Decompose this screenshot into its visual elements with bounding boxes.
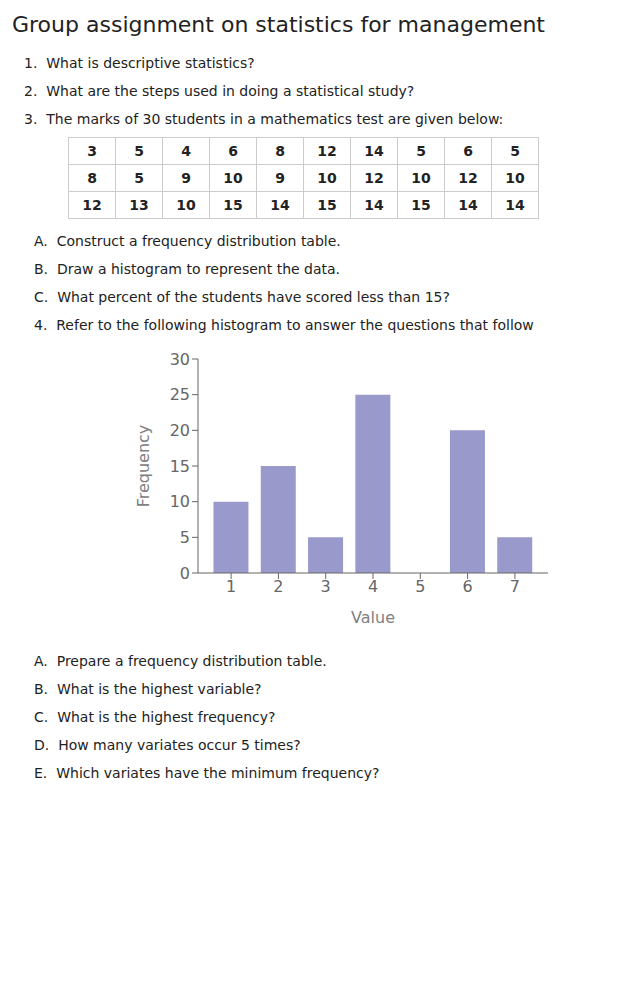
svg-text:7: 7 [510,577,520,596]
html-text:13: 13 [129,197,149,213]
html-text:15: 15 [223,197,243,213]
svg-text:10: 10 [170,492,190,511]
html-text:5: 5 [134,170,144,186]
html-text:4: 4 [181,143,191,159]
html-text:10: 10 [176,197,196,213]
html-text:6: 6 [228,143,238,159]
svg-text:Value: Value [351,608,395,627]
html-text:14: 14 [505,197,525,213]
html-text:3: 3 [87,143,97,159]
html-text:9: 9 [275,170,285,186]
html-text:14: 14 [364,143,384,159]
html-text:12: 12 [458,170,478,186]
svg-text:6: 6 [463,577,473,596]
html-text:C. What is the highest frequen: C. What is the highest frequency? [34,709,276,725]
html-text:A. Construct a frequency distr: A. Construct a frequency distribution ta… [34,233,341,249]
html-text:Group assignment on statistics: Group assignment on statistics for manag… [12,12,545,37]
svg-text:0: 0 [180,564,190,583]
html-text:10: 10 [411,170,431,186]
svg-text:15: 15 [170,457,190,476]
html-text:4. Refer to the following hist: 4. Refer to the following histogram to a… [34,317,534,333]
html-text:14: 14 [458,197,478,213]
html-text:15: 15 [317,197,337,213]
svg-text:1: 1 [226,577,236,596]
html-text:2. What are the steps used in: 2. What are the steps used in doing a st… [24,83,415,99]
html-text:8: 8 [275,143,285,159]
html-text:12: 12 [364,170,384,186]
html-text:10: 10 [223,170,243,186]
html-text:10: 10 [505,170,525,186]
html-text:8: 8 [87,170,97,186]
html-text:1. What is descriptive statist: 1. What is descriptive statistics? [24,55,255,71]
html-text:12: 12 [317,143,337,159]
html-text:E. Which variates have the min: E. Which variates have the minimum frequ… [34,765,380,781]
html-text:5: 5 [416,143,426,159]
html-text:B. What is the highest variabl: B. What is the highest variable? [34,681,262,697]
svg-text:25: 25 [170,385,190,404]
svg-text:30: 30 [170,350,190,369]
svg-text:5: 5 [180,528,190,547]
html-text:5: 5 [134,143,144,159]
html-text:A. Prepare a frequency distrib: A. Prepare a frequency distribution tabl… [34,653,327,669]
svg-text:4: 4 [368,577,378,596]
html-text:15: 15 [411,197,431,213]
svg-text:20: 20 [170,421,190,440]
html-text:5: 5 [510,143,520,159]
html-text:3. The marks of 30 students in: 3. The marks of 30 students in a mathema… [24,111,504,127]
html-text:10: 10 [317,170,337,186]
html-text:B. Draw a histogram to represe: B. Draw a histogram to represent the dat… [34,261,341,277]
svg-text:5: 5 [415,577,425,596]
html-text:C. What percent of the student: C. What percent of the students have sco… [34,289,450,305]
svg-text:3: 3 [321,577,331,596]
html-text:D. How many variates occur 5 t: D. How many variates occur 5 times? [34,737,301,753]
html-text:14: 14 [270,197,290,213]
html-text:6: 6 [463,143,473,159]
html-text:9: 9 [181,170,191,186]
html-text:14: 14 [364,197,384,213]
svg-text:Frequency: Frequency [134,425,153,508]
html-text:12: 12 [82,197,102,213]
svg-text:2: 2 [273,577,283,596]
